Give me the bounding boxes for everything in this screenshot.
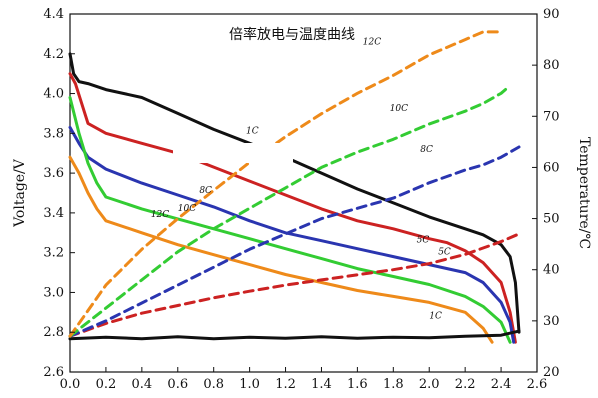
plot-area xyxy=(69,13,538,373)
x-tick-label: 2.4 xyxy=(491,377,512,392)
series-annotation: 12C xyxy=(363,38,381,48)
y-tick-label: 4.4 xyxy=(43,7,64,22)
series-annotation: 5C xyxy=(417,236,430,246)
y2-tick-label: 30 xyxy=(543,314,560,329)
series-annotation: 1C xyxy=(246,126,259,136)
plot-frame xyxy=(69,13,538,373)
y-tick-label: 4.2 xyxy=(43,47,64,62)
series-line-temperature-10c xyxy=(68,84,512,338)
x-tick-label: 0.2 xyxy=(96,377,117,392)
series-annotation: 10C xyxy=(390,104,408,114)
series-layer xyxy=(68,30,521,344)
y-tick-label: 3.0 xyxy=(43,285,64,300)
series-line-temperature-12c xyxy=(68,30,503,338)
x-tick-label: 0.8 xyxy=(203,377,224,392)
y-tick-label: 2.8 xyxy=(43,325,64,340)
x-tick-label: 1.4 xyxy=(311,377,332,392)
x-tick-label: 0.4 xyxy=(132,377,153,392)
series-line-temperature-8c xyxy=(68,145,521,338)
x-tick-label: 2.2 xyxy=(455,377,476,392)
y-tick-label: 3.4 xyxy=(43,206,64,221)
y-tick-label: 3.8 xyxy=(43,126,64,141)
x-tick-label: 0.6 xyxy=(167,377,188,392)
series-line-voltage-12c xyxy=(68,155,494,344)
y-tick-label: 3.6 xyxy=(43,166,64,181)
y2-tick-label: 70 xyxy=(543,109,560,124)
series-annotation: 8C xyxy=(420,145,433,155)
x-tick-label: 1.0 xyxy=(239,377,260,392)
x-tick-label: 2.0 xyxy=(419,377,440,392)
series-line-voltage-10c xyxy=(68,96,512,344)
y2-tick-label: 20 xyxy=(543,365,560,380)
x-tick-label: 2.6 xyxy=(527,377,548,392)
chart-title: 倍率放电与温度曲线 xyxy=(229,26,355,43)
x-tick-label: 0.0 xyxy=(60,377,81,392)
y2-tick-label: 50 xyxy=(543,212,560,227)
series-annotation: 8C xyxy=(199,186,212,196)
series-line-temperature-1c xyxy=(68,329,521,341)
y2-tick-label: 60 xyxy=(543,160,560,175)
series-annotation: 1C xyxy=(429,311,442,321)
series-line-voltage-8c xyxy=(68,125,516,344)
y2-tick-label: 40 xyxy=(543,263,560,278)
y-axis-title: Voltage/V xyxy=(12,158,28,228)
series-line-voltage-5c xyxy=(68,72,517,344)
y-tick-label: 4.0 xyxy=(43,87,64,102)
y2-axis-title: Temperature/℃ xyxy=(576,137,592,249)
x-tick-label: 1.6 xyxy=(347,377,368,392)
y2-tick-label: 80 xyxy=(543,58,560,73)
y-tick-label: 3.2 xyxy=(43,246,64,261)
x-tick-label: 1.8 xyxy=(383,377,404,392)
series-line-temperature-5c xyxy=(68,232,521,338)
mask-block xyxy=(173,143,293,163)
y-tick-label: 2.6 xyxy=(43,365,64,380)
y2-tick-label: 90 xyxy=(543,7,560,22)
series-annotation: 12C xyxy=(151,210,169,220)
x-tick-label: 1.2 xyxy=(275,377,296,392)
series-annotation: 10C xyxy=(178,204,196,214)
series-annotation: 5C xyxy=(438,247,451,257)
ticks-layer: 0.0 0.2 0.4 0.6 0.8 1.0 1.2 1.4 1.6 1.8 2.0 2.2 2.4 2… xyxy=(43,7,559,392)
